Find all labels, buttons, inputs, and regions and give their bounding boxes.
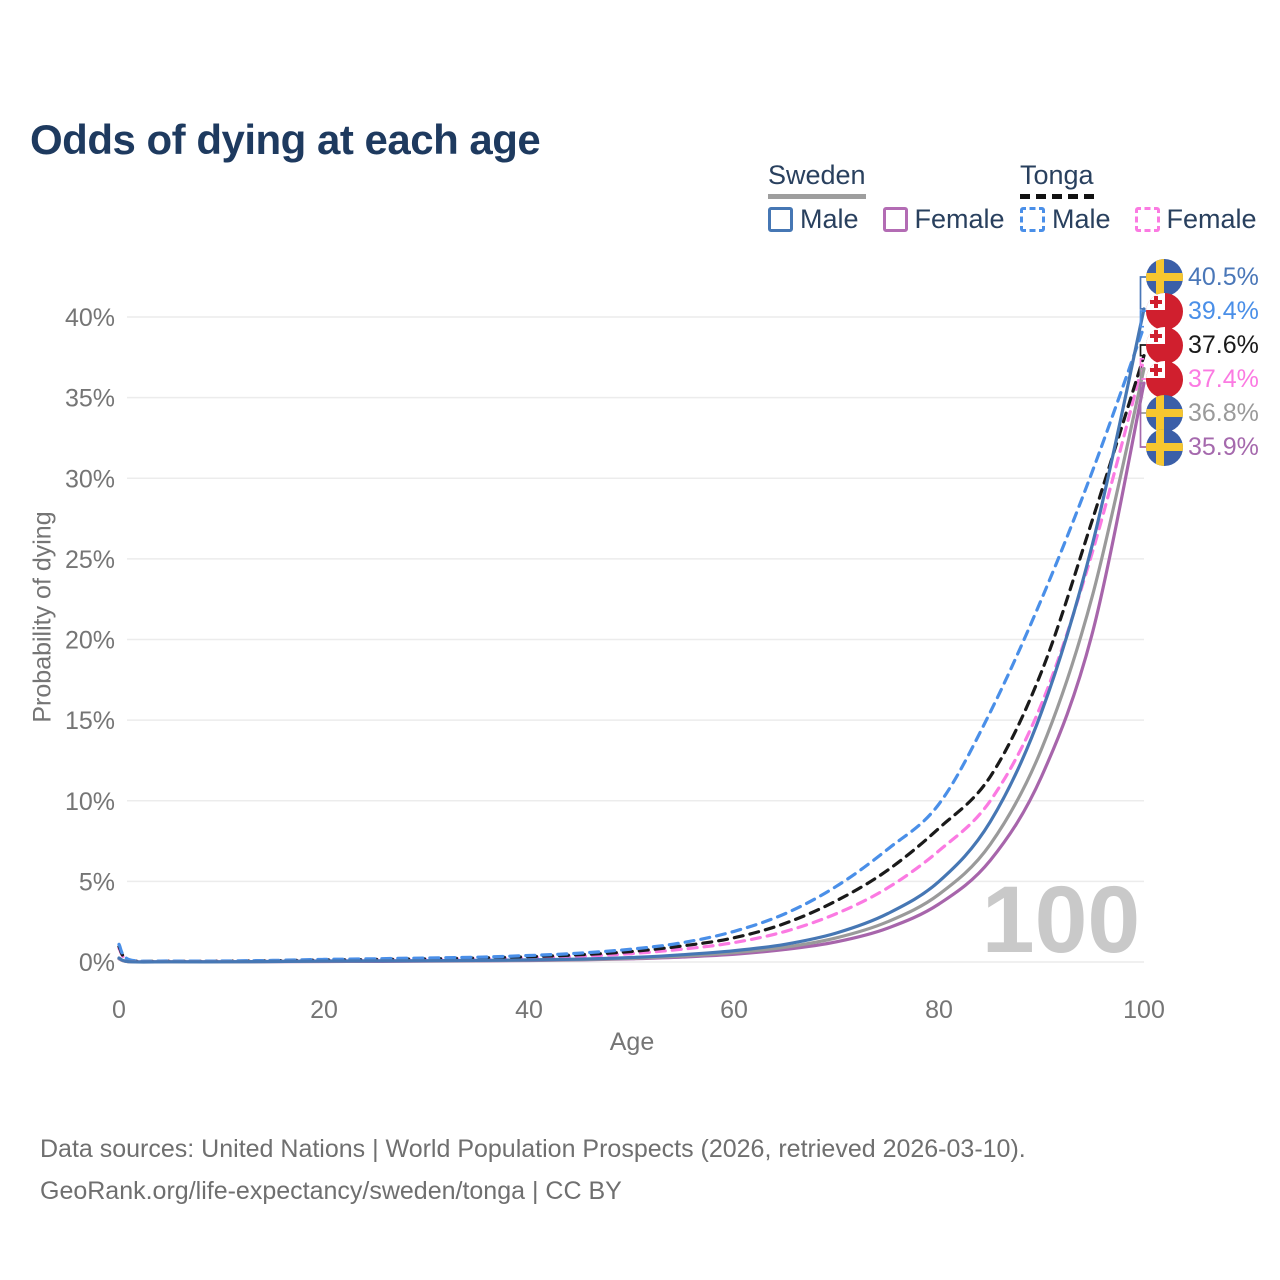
tonga-flag-icon	[1146, 292, 1183, 330]
legend-tonga-header[interactable]: Tonga	[1020, 160, 1094, 199]
x-tick-80: 80	[925, 996, 953, 1024]
end-label-connector-tonga_male	[1139, 310, 1146, 328]
tonga-male-swatch-icon	[1020, 207, 1045, 232]
x-axis-title: Age	[609, 1028, 655, 1056]
legend-toggle-sweden-female[interactable]: Female	[882, 204, 1005, 235]
end-label-tonga_male: 39.4%	[1146, 292, 1259, 330]
end-label-connector-sweden_male	[1139, 276, 1146, 310]
legend-toggle-sweden-male[interactable]: Male	[768, 204, 859, 235]
page-title: Odds of dying at each age	[30, 116, 541, 164]
legend-sweden-items: Male Female	[768, 204, 1029, 235]
end-label-sweden_both: 36.8%	[1146, 394, 1259, 432]
end-label-value-sweden_female: 35.9%	[1188, 432, 1259, 461]
x-tick-40: 40	[515, 996, 543, 1024]
y-tick-15: 15%	[65, 707, 115, 735]
legend-tonga-female-label: Female	[1166, 204, 1257, 234]
data-sources-caption: Data sources: United Nations | World Pop…	[40, 1135, 1026, 1163]
legend-sweden-label: Sweden	[768, 160, 866, 199]
legend-toggle-tonga-female[interactable]: Female	[1134, 204, 1257, 235]
sweden-male-swatch-icon	[768, 207, 793, 232]
legend-sweden-female-label: Female	[914, 204, 1005, 234]
sweden-flag-icon	[1146, 428, 1183, 466]
x-tick-0: 0	[112, 996, 126, 1024]
chart-plot-area[interactable]: 0% 5% 10% 15% 20% 25% 30% 35% 40% 0 20 40 60 80 100 100	[0, 0, 1280, 1080]
y-tick-10: 10%	[65, 788, 115, 816]
series-line-sweden_male[interactable]	[117, 307, 1146, 964]
sweden-flag-icon	[1146, 258, 1183, 296]
end-label-tonga_both: 37.6%	[1146, 326, 1259, 364]
end-label-value-sweden_male: 40.5%	[1188, 262, 1259, 291]
end-label-value-tonga_female: 37.4%	[1188, 364, 1259, 393]
legend-sweden-header[interactable]: Sweden	[768, 160, 866, 199]
end-label-value-tonga_male: 39.4%	[1188, 296, 1259, 325]
sweden-female-swatch-icon	[882, 207, 908, 232]
tonga-flag-icon	[1146, 360, 1183, 398]
tonga-female-swatch-icon	[1134, 207, 1160, 232]
end-label-value-sweden_both: 36.8%	[1188, 398, 1259, 427]
end-label-connector-sweden_female	[1139, 382, 1146, 448]
x-tick-100: 100	[1123, 996, 1165, 1024]
y-tick-40: 40%	[65, 304, 115, 332]
y-tick-25: 25%	[65, 546, 115, 574]
series-line-tonga_male[interactable]	[117, 325, 1146, 963]
legend-tonga-male-label: Male	[1052, 204, 1111, 234]
attribution-caption: GeoRank.org/life-expectancy/sweden/tonga…	[40, 1177, 622, 1205]
y-tick-30: 30%	[65, 465, 115, 493]
legend-tonga-label: Tonga	[1020, 160, 1094, 199]
sweden-flag-icon	[1146, 394, 1183, 432]
y-tick-0: 0%	[79, 949, 115, 977]
legend-toggle-tonga-male[interactable]: Male	[1020, 204, 1111, 235]
tonga-flag-icon	[1146, 326, 1183, 364]
end-label-value-tonga_both: 37.6%	[1188, 330, 1259, 359]
end-label-sweden_male: 40.5%	[1146, 258, 1259, 296]
y-axis-title: Probability of dying	[28, 511, 57, 723]
y-tick-35: 35%	[65, 385, 115, 413]
end-label-tonga_female: 37.4%	[1146, 360, 1259, 398]
end-label-connector-tonga_both	[1139, 344, 1146, 357]
x-tick-60: 60	[720, 996, 748, 1024]
legend-sweden-male-label: Male	[800, 204, 859, 234]
y-tick-20: 20%	[65, 627, 115, 655]
y-tick-5: 5%	[79, 868, 115, 896]
end-label-sweden_female: 35.9%	[1146, 428, 1259, 466]
x-tick-20: 20	[310, 996, 338, 1024]
hover-age-watermark: 100	[982, 867, 1141, 973]
legend-tonga-items: Male Female	[1020, 204, 1280, 235]
